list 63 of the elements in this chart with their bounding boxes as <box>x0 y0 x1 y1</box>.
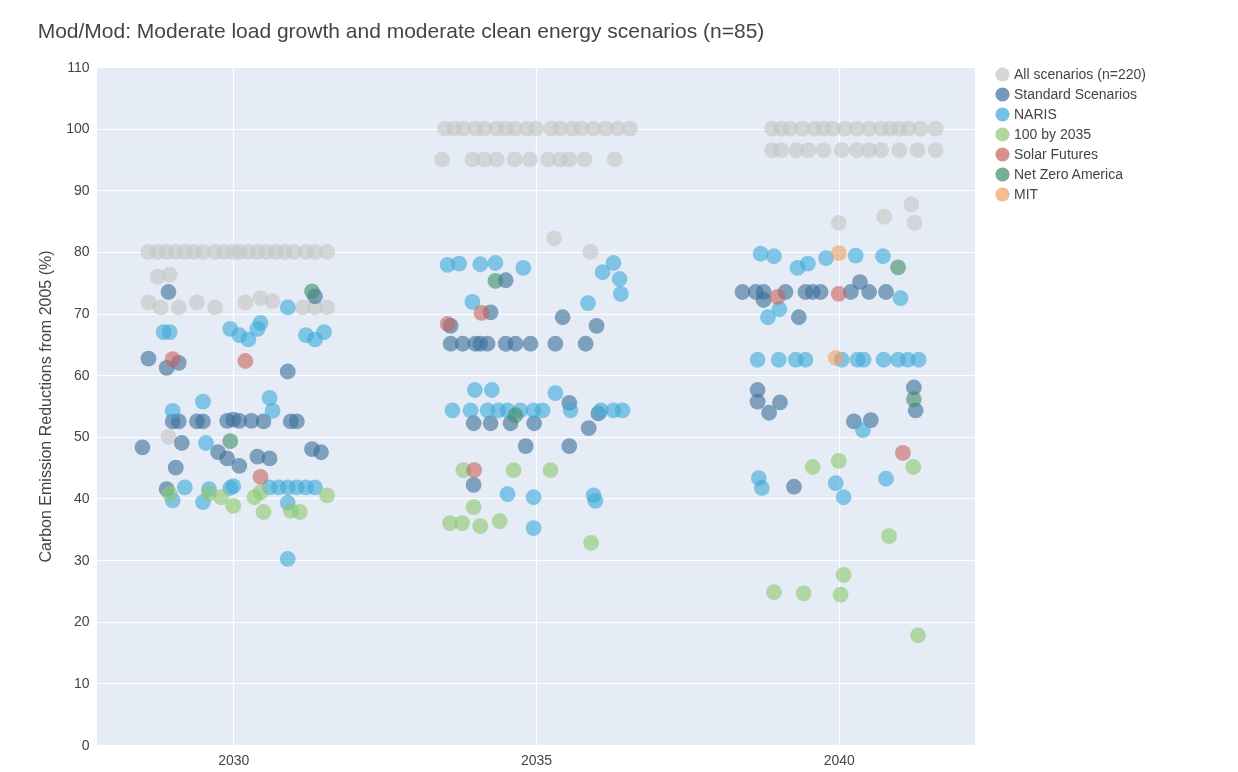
y-tick-label: 10 <box>73 674 90 691</box>
legend-label: MIT <box>1014 185 1039 202</box>
point <box>291 504 308 520</box>
y-tick-label: 30 <box>73 551 90 568</box>
point <box>466 462 483 478</box>
point <box>542 462 559 478</box>
point <box>454 515 471 531</box>
point <box>505 462 522 478</box>
y-tick-label: 20 <box>73 613 90 630</box>
point <box>830 245 847 262</box>
point <box>213 489 230 506</box>
point <box>769 289 786 305</box>
point <box>255 504 272 520</box>
point <box>835 566 852 583</box>
y-tick-label: 100 <box>66 120 90 137</box>
y-tick-label: 60 <box>73 366 90 383</box>
point <box>583 534 600 551</box>
point <box>319 487 335 504</box>
point <box>830 452 847 469</box>
legend-label: All scenarios (n=220) <box>1014 65 1146 82</box>
point <box>246 489 263 506</box>
point <box>895 444 911 461</box>
point <box>472 518 489 535</box>
point <box>827 350 844 366</box>
point <box>910 627 926 644</box>
point <box>795 585 812 602</box>
y-tick-label: 110 <box>67 58 90 75</box>
x-tick-label: 2030 <box>218 751 250 768</box>
point <box>304 283 320 300</box>
x-tick-label: 2035 <box>520 751 553 768</box>
point <box>507 407 524 424</box>
y-tick-label: 80 <box>73 243 90 260</box>
point <box>164 351 181 368</box>
legend-label: Standard Scenarios <box>1014 85 1137 102</box>
point <box>832 586 849 603</box>
point <box>237 353 254 369</box>
chart-title: Mod/Mod: Moderate load growth and moderate clean energy scenarios (n=85) <box>37 19 765 42</box>
legend-label: Solar Futures <box>1014 145 1099 162</box>
point <box>161 485 178 502</box>
point <box>473 305 490 321</box>
legend-label: Net Zero America <box>1014 165 1124 182</box>
y-tick-label: 50 <box>73 428 90 445</box>
point <box>222 433 239 450</box>
y-tick-label: 70 <box>73 305 90 322</box>
point <box>881 528 897 544</box>
y-tick-label: 0 <box>81 736 90 753</box>
point <box>465 499 482 515</box>
point <box>890 259 907 276</box>
point <box>905 459 922 475</box>
legend-label: NARIS <box>1014 105 1057 122</box>
point <box>830 285 847 302</box>
x-tick-label: 2040 <box>823 751 856 768</box>
y-axis-title: Carbon Emission Reductions from 2005 (%) <box>37 250 55 563</box>
y-tick-label: 90 <box>73 181 90 198</box>
y-tick-label: 40 <box>73 489 90 506</box>
point <box>491 513 508 530</box>
point <box>766 584 782 601</box>
point <box>905 391 922 408</box>
point <box>487 272 504 289</box>
point <box>225 497 242 514</box>
legend-label: 100 by 2035 <box>1014 125 1092 142</box>
point <box>804 459 821 475</box>
point <box>252 468 269 485</box>
